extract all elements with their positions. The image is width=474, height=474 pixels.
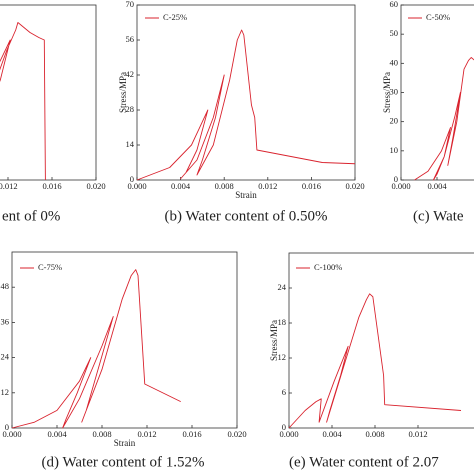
x-tick-label: 0.012 [0, 181, 18, 191]
legend-label: C-75% [38, 262, 62, 272]
x-axis-label: Strain [235, 190, 257, 200]
x-tick-label: 0.008 [215, 181, 234, 191]
y-tick-label: 0 [130, 174, 134, 184]
x-tick-label: 0.004 [171, 181, 191, 191]
stress-strain-curve [136, 29, 356, 181]
y-tick-label: 70 [126, 0, 135, 9]
y-tick-label: 10 [390, 145, 399, 155]
y-axis-label: Stress/MPa [269, 320, 279, 361]
x-tick-label: 0.016 [302, 181, 321, 191]
y-tick-label: 20 [390, 116, 399, 126]
y-tick-label: 36 [1, 316, 10, 326]
caption: (b) Water content of 0.50% [164, 208, 327, 224]
x-tick-label: 0.000 [127, 181, 146, 191]
x-tick-label: 0.004 [322, 429, 342, 439]
legend-label: C-25% [163, 12, 187, 22]
y-tick-label: 40 [390, 57, 399, 67]
x-tick-label: 0.016 [182, 429, 201, 439]
y-tick-label: 12 [1, 387, 10, 397]
stress-strain-curve [11, 269, 181, 429]
x-tick-label: 0.016 [42, 181, 61, 191]
y-tick-label: 14 [126, 139, 135, 149]
y-tick-label: 42 [126, 69, 135, 79]
plot-frame [0, 4, 97, 181]
x-tick-label: 0.000 [391, 181, 410, 191]
x-tick-label: 0.012 [137, 429, 156, 439]
x-tick-label: 0.000 [279, 429, 298, 439]
x-tick-label: 0.012 [408, 429, 427, 439]
x-tick-label: 0.004 [47, 429, 67, 439]
y-tick-label: 48 [1, 281, 10, 291]
y-tick-label: 28 [126, 104, 135, 114]
y-tick-label: 0 [5, 422, 9, 432]
y-tick-label: 24 [1, 352, 10, 362]
plot-frame [11, 251, 238, 429]
caption: (e) Water content of 2.07 [289, 454, 439, 470]
x-tick-label: 0.020 [86, 181, 105, 191]
caption: (c) Wate [413, 208, 464, 224]
legend-label: C-100% [314, 262, 342, 272]
y-tick-label: 0 [282, 422, 286, 432]
plot-frame [288, 252, 474, 429]
x-tick-label: 0.012 [258, 181, 277, 191]
y-tick-label: 0 [394, 174, 398, 184]
y-tick-label: 50 [390, 28, 399, 38]
x-tick-label: 0.008 [365, 429, 384, 439]
stress-strain-curve [0, 22, 46, 181]
x-tick-label: 0.008 [92, 429, 111, 439]
plot-frame [400, 4, 474, 181]
y-tick-label: 12 [278, 352, 287, 362]
caption: (d) Water content of 1.52% [41, 454, 204, 470]
y-axis-label: Stress/MPa [382, 72, 392, 113]
caption: ent of 0% [2, 208, 60, 224]
x-tick-label: 0.020 [227, 429, 246, 439]
y-tick-label: 30 [390, 86, 399, 96]
stress-strain-curve [288, 293, 462, 429]
x-tick-label: 0.000 [2, 429, 21, 439]
y-tick-label: 24 [278, 282, 287, 292]
y-tick-label: 18 [278, 317, 287, 327]
y-tick-label: 60 [390, 0, 399, 9]
y-tick-label: 6 [282, 387, 286, 397]
x-axis-label: Strain [114, 438, 136, 448]
plot-frame [136, 4, 356, 181]
y-axis-label: Stress/MPa [118, 72, 128, 113]
y-tick-label: 56 [126, 34, 135, 44]
x-tick-label: 0.004 [427, 181, 447, 191]
stress-strain-curve [414, 57, 474, 181]
legend-label: C-50% [426, 12, 450, 22]
x-tick-label: 0.020 [345, 181, 364, 191]
